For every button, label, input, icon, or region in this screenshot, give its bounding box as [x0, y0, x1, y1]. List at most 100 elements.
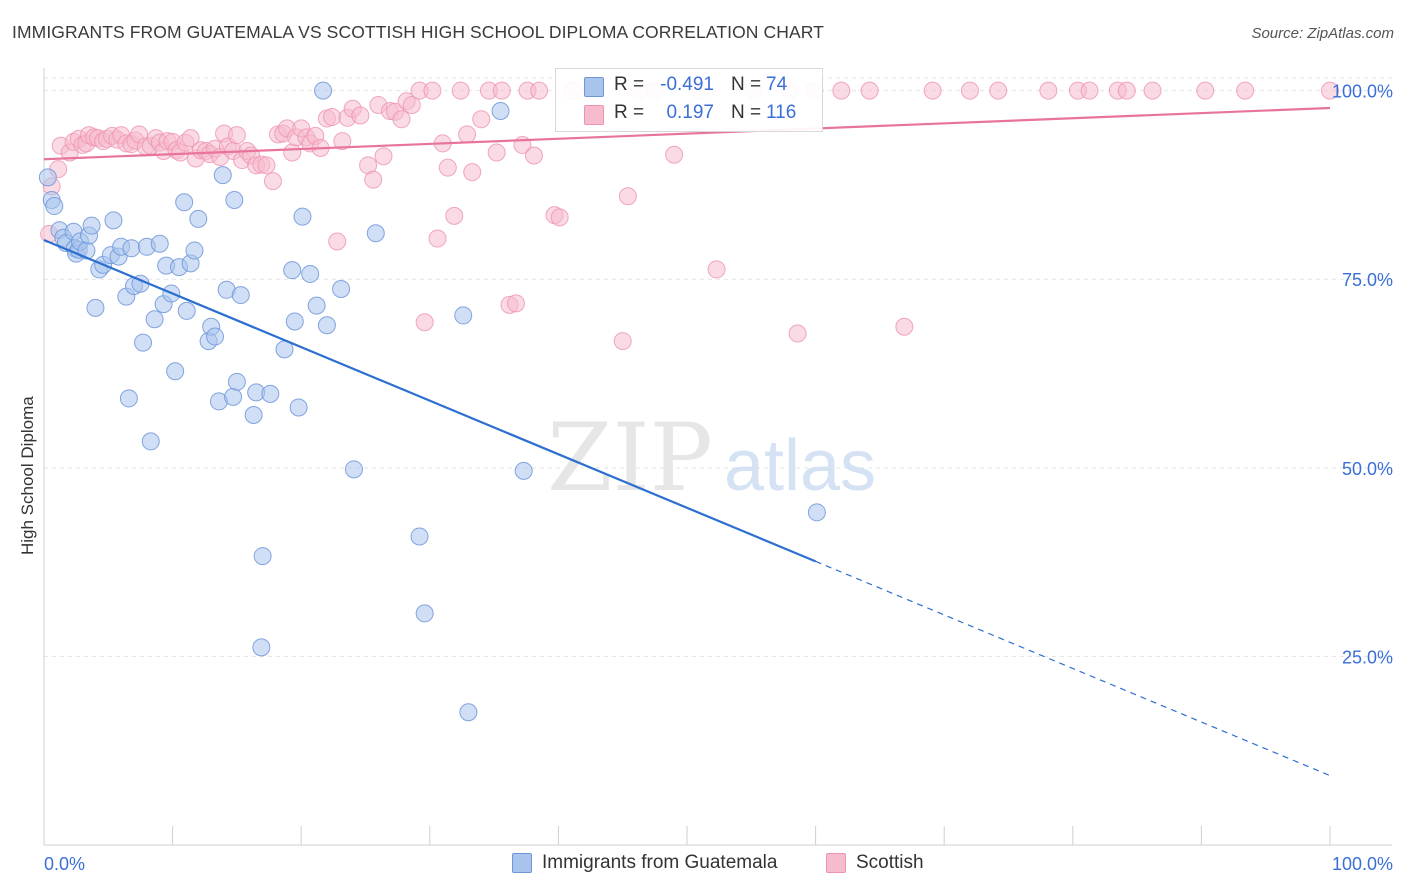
- legend: Immigrants from Guatemala Scottish: [0, 852, 1406, 878]
- scottish-point: [323, 108, 342, 127]
- scottish-point: [895, 317, 914, 336]
- scottish-point: [181, 129, 200, 148]
- n-value: 116: [766, 102, 797, 123]
- scottish-point: [402, 95, 421, 114]
- scottish-points: [40, 81, 1339, 351]
- guatemala-point: [289, 398, 308, 417]
- scottish-point: [472, 110, 491, 129]
- scottish-point: [415, 313, 434, 332]
- r-value: 0.197: [666, 102, 714, 123]
- scottish-point: [328, 232, 347, 251]
- scottish-point: [458, 125, 477, 144]
- guatemala-point: [38, 168, 57, 187]
- y-tick-labels: 25.0% 50.0% 75.0% 100.0%: [1332, 82, 1393, 668]
- guatemala-point: [332, 280, 351, 299]
- scottish-point: [989, 81, 1008, 100]
- scottish-point: [832, 81, 851, 100]
- guatemala-point: [213, 166, 232, 185]
- scottish-point: [1117, 81, 1136, 100]
- guatemala-point: [410, 527, 429, 546]
- watermark-atlas: atlas: [724, 426, 876, 506]
- axes: [43, 68, 1392, 846]
- scottish-point: [1039, 81, 1058, 100]
- scottish-point: [1143, 81, 1162, 100]
- n-label: N =: [731, 102, 762, 123]
- watermark-zip: ZIP: [547, 404, 713, 513]
- scottish-point: [351, 106, 370, 125]
- n-value: 74: [766, 74, 788, 95]
- pink-swatch: [584, 105, 604, 125]
- guatemala-point: [314, 81, 333, 100]
- guatemala-point: [225, 191, 244, 210]
- guatemala-point: [166, 362, 185, 381]
- guatemala-point: [307, 296, 326, 315]
- scottish-point: [445, 206, 464, 225]
- scottish-point: [618, 187, 637, 206]
- scottish-point: [860, 81, 879, 100]
- guatemala-point: [283, 261, 302, 280]
- stats-row-guatemala: R = -0.491 N = 74: [556, 72, 822, 100]
- scottish-point: [550, 208, 569, 227]
- x-tick-label: 100.0%: [1332, 854, 1393, 874]
- scottish-point: [613, 332, 632, 351]
- guatemala-point: [261, 384, 280, 403]
- guatemala-point: [415, 604, 434, 623]
- guatemala-point: [231, 286, 250, 305]
- scottish-point: [788, 324, 807, 343]
- legend-item-guatemala[interactable]: Immigrants from Guatemala: [512, 852, 777, 874]
- y-tick-label: 75.0%: [1342, 270, 1393, 290]
- guatemala-point: [244, 406, 263, 425]
- scottish-point: [392, 110, 411, 129]
- scottish-trend-line: [43, 106, 1331, 161]
- scottish-point: [428, 229, 447, 248]
- guatemala-point: [134, 333, 153, 352]
- guatemala-point: [45, 197, 64, 216]
- guatemala-point: [344, 460, 363, 479]
- blue-swatch: [584, 77, 604, 97]
- scottish-point: [333, 132, 352, 151]
- guatemala-point: [206, 327, 225, 346]
- stats-box: R = -0.491 N = 74 R = 0.197 N = 116: [555, 68, 823, 132]
- guatemala-point: [82, 216, 101, 235]
- r-label: R =: [614, 102, 645, 123]
- scottish-point: [423, 81, 442, 100]
- y-tick-label: 100.0%: [1332, 82, 1393, 102]
- legend-item-scottish[interactable]: Scottish: [826, 852, 924, 874]
- guatemala-point: [122, 239, 141, 258]
- guatemala-point: [145, 310, 164, 329]
- scottish-point: [1236, 81, 1255, 100]
- chart-title: IMMIGRANTS FROM GUATEMALA VS SCOTTISH HI…: [12, 22, 824, 42]
- scottish-point: [960, 81, 979, 100]
- stats-row-scottish: R = 0.197 N = 116: [556, 100, 822, 128]
- guatemala-point: [454, 306, 473, 325]
- scottish-point: [492, 81, 511, 100]
- guatemala-point: [119, 389, 138, 408]
- guatemala-point: [141, 432, 160, 451]
- legend-swatch-pink: [826, 853, 846, 873]
- y-axis-label: High School Diploma: [18, 396, 37, 555]
- scottish-point: [451, 81, 470, 100]
- guatemala-points: [38, 81, 826, 722]
- guatemala-point: [189, 209, 208, 228]
- scottish-point: [923, 81, 942, 100]
- guatemala-point: [252, 638, 271, 657]
- scottish-point: [463, 163, 482, 182]
- legend-label: Scottish: [856, 852, 924, 873]
- guatemala-point: [459, 703, 478, 722]
- r-value: -0.491: [660, 74, 714, 95]
- guatemala-point: [285, 312, 304, 331]
- scottish-point: [1196, 81, 1215, 100]
- scottish-point: [530, 81, 549, 100]
- guatemala-point: [301, 264, 320, 283]
- scottish-point: [364, 170, 383, 189]
- guatemala-point: [224, 387, 243, 406]
- guatemala-point: [177, 301, 196, 320]
- scottish-point: [263, 172, 282, 191]
- scottish-point: [374, 147, 393, 166]
- n-label: N =: [731, 74, 762, 95]
- guatemala-point: [514, 461, 533, 480]
- guatemala-point: [317, 316, 336, 335]
- scottish-point: [227, 126, 246, 145]
- guatemala-point: [227, 372, 246, 391]
